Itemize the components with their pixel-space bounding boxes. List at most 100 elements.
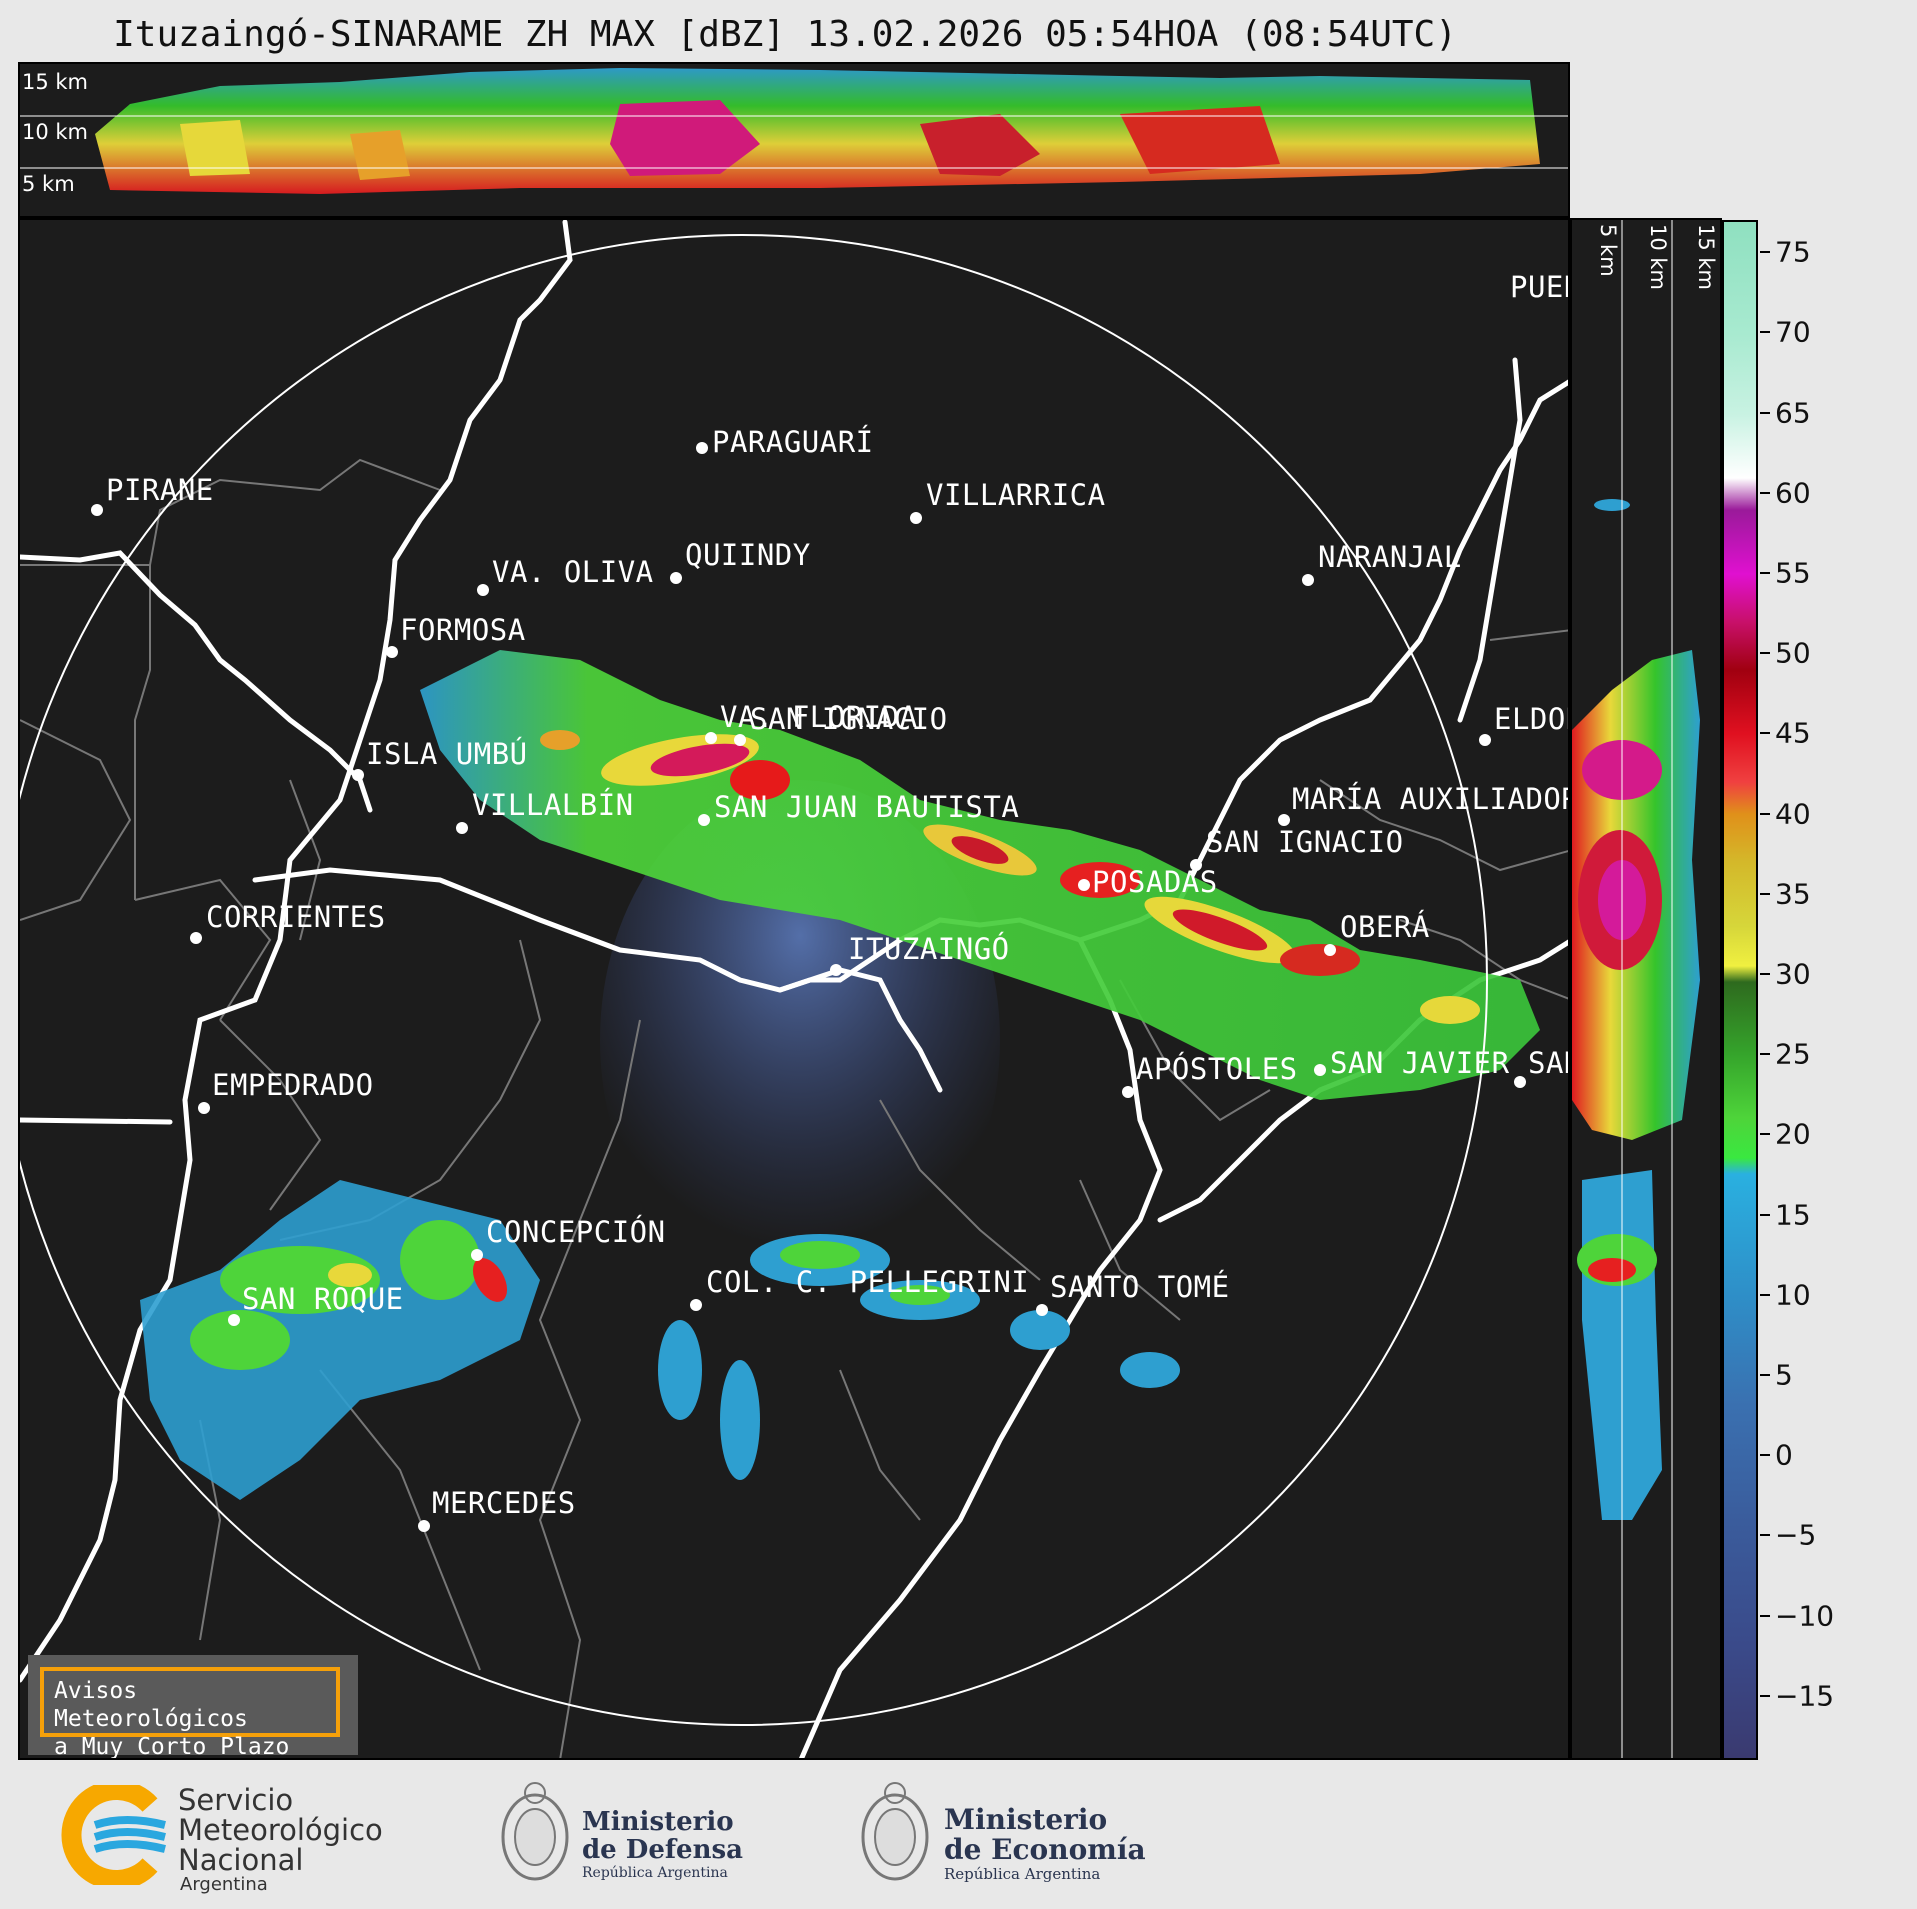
warning-box-frame[interactable]: Avisos Meteorológicos a Muy Corto Plazo [40,1667,340,1758]
city-dot-empedrado [198,1102,210,1114]
side-echo-core-5 [1588,1258,1636,1282]
country-borders [20,220,1568,1758]
colorbar-tick-mark [1760,972,1770,975]
echo-south-central [658,1234,1180,1480]
city-label-pirane: PIRANE [106,473,214,507]
city-dot-pirane [91,504,103,516]
echo-southwest [140,1180,540,1500]
radar-map-svg [20,220,1568,1758]
warning-line-1: Avisos Meteorológicos [54,1678,248,1732]
city-label-san-juan-bautista: SAN JUAN BAUTISTA [714,790,1020,824]
city-label-quiindy: QUIINDY [685,538,811,572]
colorbar-tick-label: −15 [1775,1679,1835,1713]
defensa-line-3: República Argentina [582,1865,728,1881]
colorbar-tick-label: 50 [1775,636,1811,670]
side-10km-label: 10 km [1646,224,1670,291]
colorbar-tick-label: 70 [1775,315,1811,349]
city-label-maria-auxiliador: MARÍA AUXILIADOR [1292,782,1570,816]
economia-text: Ministerio de Economía República Argenti… [944,1803,1146,1884]
colorbar-tick-label: 10 [1775,1278,1811,1312]
city-dot-va-oliva [477,584,489,596]
city-label-paraguari: PARAGUARÍ [712,425,874,459]
colorbar-tick-mark [1760,1053,1770,1056]
colorbar-tick-mark [1760,892,1770,895]
smn-line-2: Meteorológico [178,1813,383,1847]
city-label-corrientes: CORRIENTES [206,900,386,934]
side-5km-label: 5 km [1596,224,1620,277]
city-label-mercedes: MERCEDES [432,1486,576,1520]
city-label-san-ignacio-ar: SAN IGNACIO [1206,825,1404,859]
city-dot-posadas [1078,879,1090,891]
colorbar-tick-mark [1760,331,1770,334]
city-dot-concepcion [471,1249,483,1261]
city-label-eldor: ELDOR [1494,702,1568,736]
smn-logo-text: Servicio Meteorológico Nacional Argentin… [178,1785,383,1895]
city-label-va-florida: VA. FLORIDA [720,700,918,734]
city-dot-va-florida [705,732,717,744]
chart-title: Ituzaingó-SINARAME ZH MAX [dBZ] 13.02.20… [113,14,1457,55]
city-label-san-roque: SAN ROQUE [242,1282,404,1316]
city-label-va-oliva: VA. OLIVA [492,555,654,589]
colorbar-tick-label: 60 [1775,476,1811,510]
city-dot-san-javier [1314,1064,1326,1076]
city-dot-eldor [1479,734,1491,746]
city-label-naranjal: NARANJAL [1318,540,1462,574]
city-dot-corrientes [190,932,202,944]
colorbar-tick-label: 0 [1775,1438,1793,1472]
city-label-concepcion: CONCEPCIÓN [486,1215,666,1249]
smn-line-1: Servicio [178,1783,294,1817]
city-label-santo-tome: SANTO TOMÉ [1050,1270,1230,1304]
city-dot-san-roque [228,1314,240,1326]
economia-line-2: de Economía [944,1833,1146,1866]
city-label-formosa: FORMOSA [400,613,526,647]
city-dot-san-ignacio-py [734,734,746,746]
colorbar-tick-label: 40 [1775,797,1811,831]
city-dot-maria-auxiliador [1278,814,1290,826]
city-label-posadas: POSADAS [1092,865,1218,899]
colorbar-tick-mark [1760,251,1770,254]
colorbar-tick-mark [1760,652,1770,655]
economia-line-1: Ministerio [944,1803,1108,1836]
city-dot-ituzaingo [830,964,842,976]
colorbar-tick-mark [1760,1374,1770,1376]
colorbar-tick-label: 5 [1775,1358,1793,1392]
colorbar-tick-label: 20 [1775,1117,1811,1151]
city-dot-col-pellegrini [690,1299,702,1311]
city-label-puer: PUER [1510,270,1568,304]
warning-line-2: a Muy Corto Plazo [54,1734,290,1760]
city-label-ituzaingo: ITUZAINGÓ [848,932,1010,966]
colorbar-tick-mark [1760,491,1770,494]
side-echo-small-top [1594,499,1630,511]
smn-line-4: Argentina [180,1874,268,1895]
warning-box[interactable]: Avisos Meteorológicos a Muy Corto Plazo [28,1655,358,1758]
city-label-san-javier: SAN JAVIER [1330,1046,1510,1080]
city-label-apostoles: APÓSTOLES [1136,1052,1298,1086]
top-cross-section-panel: 15 km 10 km 5 km [18,62,1570,218]
colorbar-tick-mark [1760,1213,1770,1216]
colorbar-tick-label: 35 [1775,877,1811,911]
top-10km-label: 10 km [22,120,89,144]
colorbar-tick-label: 75 [1775,235,1811,269]
colorbar-tick-mark [1760,1614,1770,1617]
echo-cores [540,730,1480,1024]
defensa-text: Ministerio de Defensa República Argentin… [582,1808,743,1882]
top-echo-core-3 [1120,106,1280,174]
city-label-san-ignacio-py: SAN IGNACIO [750,702,948,736]
city-label-san: SAN [1528,1046,1568,1080]
top-echo-core-5 [350,130,410,180]
colorbar-tick-mark [1760,1694,1770,1697]
colorbar-tick-label: 15 [1775,1198,1811,1232]
colorbar-tick-mark [1760,732,1770,735]
city-dot-san-juan-bautista [698,814,710,826]
colorbar-tick-mark [1760,1293,1770,1296]
colorbar-tick-label: 65 [1775,396,1811,429]
smn-line-3: Nacional [178,1843,304,1877]
city-dot-villalbin [456,822,468,834]
economia-line-3: República Argentina [944,1865,1101,1883]
city-dot-san-ignacio-ar [1190,859,1202,871]
city-dot-quiindy [670,572,682,584]
top-echo-core-4 [180,120,250,176]
radar-map-panel: PIRANE PARAGUARÍ VILLARRICA VA. OLIVA QU… [18,218,1570,1760]
colorbar-tick-mark [1760,571,1770,574]
top-15km-label: 15 km [22,70,89,94]
